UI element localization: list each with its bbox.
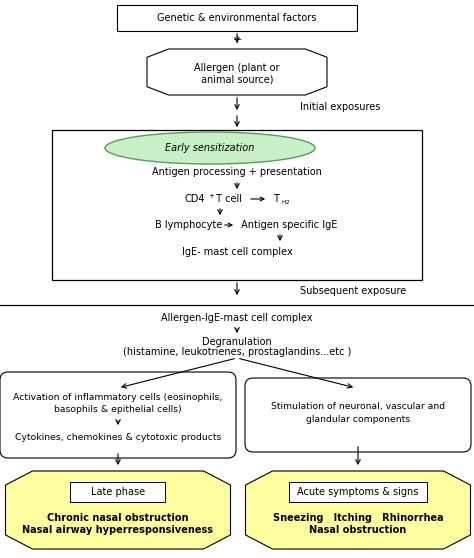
- Text: Allergen (plant or: Allergen (plant or: [194, 63, 280, 73]
- Text: H2: H2: [281, 200, 290, 204]
- Polygon shape: [246, 471, 471, 549]
- Text: Sneezing   Itching   Rhinorrhea: Sneezing Itching Rhinorrhea: [273, 513, 443, 523]
- Text: +: +: [232, 35, 242, 45]
- FancyBboxPatch shape: [245, 378, 471, 452]
- FancyBboxPatch shape: [0, 372, 236, 458]
- Text: Cytokines, chemokines & cytotoxic products: Cytokines, chemokines & cytotoxic produc…: [15, 432, 221, 441]
- FancyBboxPatch shape: [52, 130, 422, 280]
- Ellipse shape: [105, 132, 315, 164]
- Text: Early sensitization: Early sensitization: [165, 143, 255, 153]
- Text: (histamine, leukotrienes, prostaglandins...etc ): (histamine, leukotrienes, prostaglandins…: [123, 347, 351, 357]
- FancyBboxPatch shape: [117, 5, 357, 31]
- Polygon shape: [6, 471, 230, 549]
- Text: Allergen-IgE-mast cell complex: Allergen-IgE-mast cell complex: [161, 313, 313, 323]
- Text: animal source): animal source): [201, 75, 273, 85]
- Text: B lymphocyte: B lymphocyte: [155, 220, 222, 230]
- Text: T cell: T cell: [213, 194, 245, 204]
- Text: CD4: CD4: [185, 194, 206, 204]
- Text: Activation of inflammatory cells (eosinophils,: Activation of inflammatory cells (eosino…: [13, 393, 223, 402]
- Text: Nasal airway hyperresponsiveness: Nasal airway hyperresponsiveness: [22, 525, 213, 535]
- FancyBboxPatch shape: [289, 482, 427, 502]
- Text: Initial exposures: Initial exposures: [300, 102, 380, 112]
- Text: +: +: [208, 193, 214, 199]
- Polygon shape: [147, 49, 327, 95]
- Text: Nasal obstruction: Nasal obstruction: [310, 525, 407, 535]
- Text: Antigen processing + presentation: Antigen processing + presentation: [152, 167, 322, 177]
- Text: Degranulation: Degranulation: [202, 337, 272, 347]
- Text: Acute symptoms & signs: Acute symptoms & signs: [297, 487, 419, 497]
- Text: IgE- mast cell complex: IgE- mast cell complex: [182, 247, 292, 257]
- FancyBboxPatch shape: [71, 482, 165, 502]
- Text: T: T: [273, 194, 279, 204]
- Text: Late phase: Late phase: [91, 487, 145, 497]
- Text: Stimulation of neuronal, vascular and: Stimulation of neuronal, vascular and: [271, 402, 445, 411]
- Text: basophils & epithelial cells): basophils & epithelial cells): [54, 405, 182, 413]
- Text: Chronic nasal obstruction: Chronic nasal obstruction: [47, 513, 189, 523]
- Text: Genetic & environmental factors: Genetic & environmental factors: [157, 13, 317, 23]
- Text: Subsequent exposure: Subsequent exposure: [300, 286, 406, 296]
- Text: Antigen specific IgE: Antigen specific IgE: [238, 220, 337, 230]
- Text: glandular components: glandular components: [306, 415, 410, 424]
